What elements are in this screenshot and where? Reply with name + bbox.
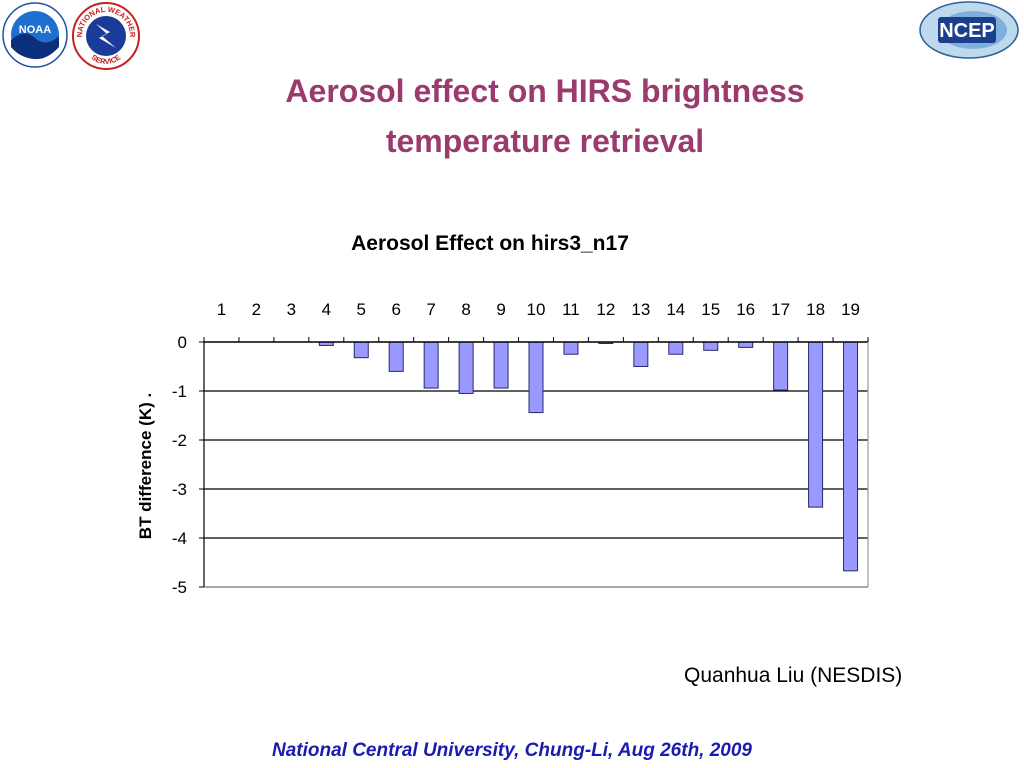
x-tick-label: 3 <box>287 300 296 319</box>
x-tick-label: 17 <box>771 300 790 319</box>
x-tick-label: 13 <box>631 300 650 319</box>
tick-labels: 0-1-2-3-4-51 2 3 4 5 6 7 8 9 10 11 12 13 14 15 16 17 18 19 <box>172 300 860 597</box>
x-tick-label: 16 <box>736 300 755 319</box>
y-tick-label: -5 <box>172 578 187 597</box>
bar <box>808 341 824 508</box>
x-tick-label: 14 <box>666 300 685 319</box>
bar <box>528 341 544 414</box>
bar <box>633 341 649 367</box>
y-tick-label: -4 <box>172 529 187 548</box>
bar <box>703 341 719 351</box>
axes <box>199 337 869 588</box>
x-tick-label: 2 <box>252 300 261 319</box>
ncep-logo: NCEP <box>919 1 1019 59</box>
author-credit: Quanhua Liu (NESDIS) <box>684 664 903 687</box>
x-tick-label: 4 <box>322 300 331 319</box>
y-tick-label: 0 <box>178 333 187 352</box>
x-tick-label: 11 <box>562 300 580 319</box>
ncep-logo-text: NCEP <box>939 20 995 42</box>
bar <box>738 341 754 348</box>
bar <box>563 341 579 355</box>
x-tick-label: 7 <box>426 300 435 319</box>
x-tick-label: 8 <box>461 300 470 319</box>
noaa-logo: NOAA <box>2 2 68 68</box>
y-tick-label: -2 <box>172 431 187 450</box>
grid-lines <box>204 390 868 588</box>
y-tick-label: -3 <box>172 480 187 499</box>
x-tick-label: 5 <box>357 300 366 319</box>
x-tick-label: 10 <box>527 300 546 319</box>
slide-title-line1: Aerosol effect on HIRS brightness <box>285 73 805 109</box>
x-tick-label: 6 <box>391 300 400 319</box>
bar <box>843 341 859 572</box>
x-tick-label: 9 <box>496 300 505 319</box>
bar <box>458 341 474 394</box>
bar <box>388 341 404 372</box>
chart-title: Aerosol Effect on hirs3_n17 <box>351 232 629 255</box>
noaa-logo-text: NOAA <box>19 24 51 36</box>
x-tick-label: 12 <box>596 300 615 319</box>
y-tick-label: -1 <box>172 382 187 401</box>
slide-title-line2: temperature retrieval <box>385 123 705 159</box>
bar <box>353 341 369 359</box>
y-axis-label: BT difference (K) . <box>136 393 155 539</box>
footer-text: National Central University, Chung-Li, A… <box>271 740 752 761</box>
bar <box>493 341 509 389</box>
bars <box>318 341 859 572</box>
slide-title: Aerosol effect on HIRS brightness temper… <box>200 66 890 166</box>
nws-logo: NATIONAL WEATHER SERVICE <box>72 2 140 70</box>
bar <box>773 341 789 391</box>
x-tick-label: 19 <box>841 300 860 319</box>
bar <box>668 341 684 355</box>
x-tick-label: 15 <box>701 300 720 319</box>
bar <box>423 341 439 389</box>
x-tick-label: 18 <box>806 300 825 319</box>
nws-logo-text-bottom: SERVICE <box>90 53 123 67</box>
x-tick-label: 1 <box>217 300 226 319</box>
